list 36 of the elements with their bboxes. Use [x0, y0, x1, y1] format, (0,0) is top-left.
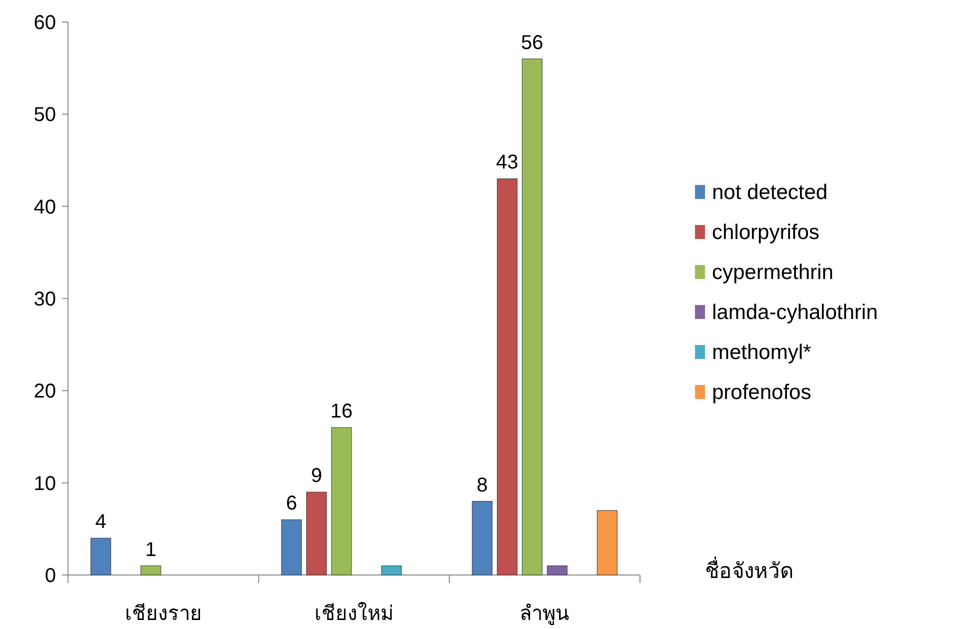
y-tick-label: 50 [34, 104, 56, 126]
data-label: 1 [145, 538, 156, 561]
y-tick-label: 20 [34, 380, 56, 403]
legend-label: chlorpyrifos [712, 221, 820, 244]
bar [331, 427, 352, 576]
y-tick-label: 30 [34, 288, 56, 310]
bar [381, 566, 402, 576]
x-tick-label: ลำพูน [520, 603, 570, 626]
data-label: 6 [286, 492, 298, 515]
legend-label: not detected [712, 181, 828, 204]
data-label: 4 [95, 511, 106, 534]
bar [496, 178, 518, 576]
bar [472, 501, 492, 576]
bar [140, 566, 162, 576]
legend-label: profenofos [712, 381, 812, 404]
data-label: 8 [476, 474, 488, 496]
x-axis-title: ชื่อจังหวัด [705, 556, 794, 583]
legend-label: cypermethrin [712, 261, 834, 284]
bar [522, 58, 542, 576]
x-tick-label: เชียงใหม่ [314, 602, 394, 625]
bar [596, 510, 618, 576]
y-tick-label: 10 [34, 472, 56, 495]
y-tick-label: 40 [34, 196, 56, 218]
data-label: 9 [310, 465, 322, 488]
legend-label: lamda-cyhalothrin [712, 301, 878, 324]
bar [306, 492, 327, 576]
data-label: 43 [496, 152, 518, 174]
y-tick-label: 0 [44, 565, 56, 587]
data-label: 56 [521, 32, 544, 54]
y-tick-label: 60 [34, 12, 56, 34]
bar [281, 519, 302, 576]
x-tick-label: เชียงราย [124, 603, 202, 625]
bar [546, 566, 568, 576]
data-label: 16 [330, 400, 353, 423]
bar [90, 538, 112, 576]
legend-label: methomyl* [712, 341, 812, 364]
